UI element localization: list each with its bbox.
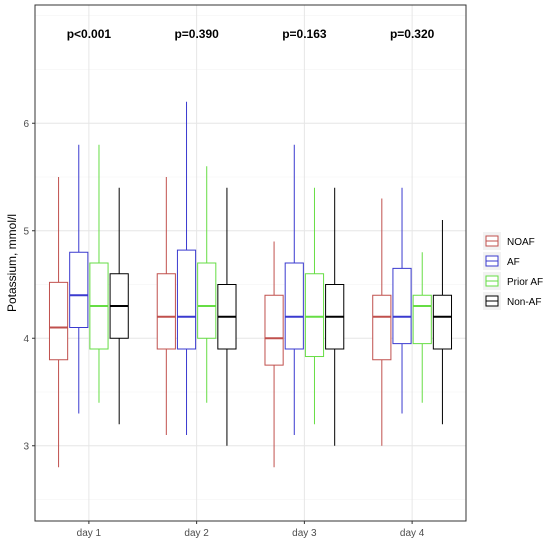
box-body [156,273,176,350]
box-body [264,294,284,366]
box-body [197,262,217,339]
x-tick-label: day 2 [184,528,209,539]
legend-item: Prior AF [483,272,543,290]
boxplot-group [48,101,453,468]
box-non-af [217,187,237,446]
box-body [372,294,392,361]
legend-label: AF [507,257,520,268]
legend-item: Non-AF [483,292,541,310]
p-value-label: p<0.001 [67,27,112,41]
y-axis: 3 4 5 6 [23,119,35,452]
legend-label: Prior AF [507,277,543,288]
box-body [412,294,432,345]
y-tick-label: 6 [23,119,29,130]
box-body [284,262,304,350]
box-body [69,251,89,328]
box-non-af [325,187,345,446]
box-af [69,144,89,414]
legend-item: AF [483,252,520,270]
box-prior-af [412,252,432,403]
x-tick-label: day 3 [292,528,317,539]
box-non-af [432,220,453,425]
panel-border [34,4,467,522]
box-prior-af [89,144,109,403]
box-noaf [156,177,176,435]
box-body [48,281,69,361]
y-tick-label: 5 [23,226,29,237]
legend-label: NOAF [507,237,535,248]
legend: NOAF AF Prior AF Non-AF [483,232,543,310]
x-axis: day 1 day 2 day 3 day 4 [77,521,425,539]
box-prior-af [197,166,217,403]
box-noaf [48,177,69,468]
p-value-label: p=0.163 [282,27,327,41]
legend-item: NOAF [483,232,535,250]
box-body [392,267,412,345]
y-axis-title: Potassium, mmol/l [5,214,19,312]
box-af [392,187,412,414]
p-value-annotations: p<0.001 p=0.390 p=0.163 p=0.320 [67,27,435,41]
p-value-label: p=0.320 [390,27,435,41]
legend-label: Non-AF [507,297,541,308]
box-af [284,144,304,435]
p-value-label: p=0.390 [174,27,219,41]
x-tick-label: day 4 [400,528,425,539]
box-non-af [109,187,129,425]
box-noaf [372,198,392,446]
box-prior-af [304,187,325,425]
box-noaf [264,241,284,468]
y-tick-label: 4 [23,334,29,345]
box-body [176,249,197,350]
box-af [176,101,197,435]
box-body [304,273,325,358]
x-tick-label: day 1 [77,528,102,539]
box-body [432,294,453,350]
y-tick-label: 3 [23,441,29,452]
